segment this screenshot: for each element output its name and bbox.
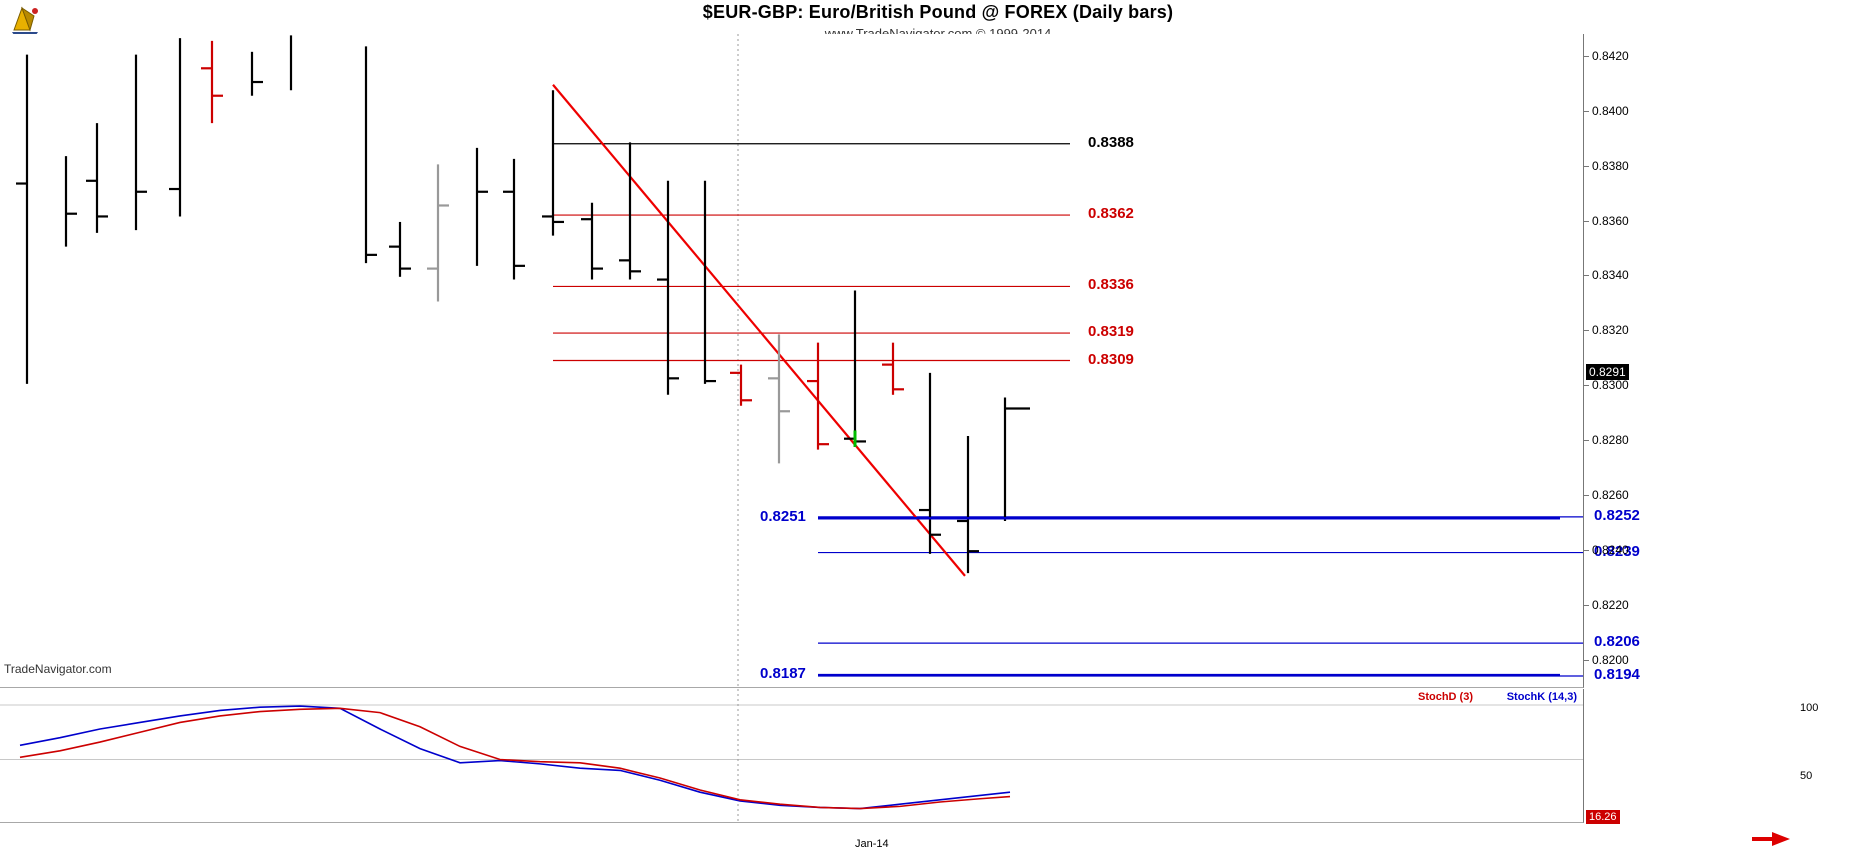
legend-stochd: StochD (3) — [1418, 691, 1473, 703]
stochastic-pane[interactable]: StochD (3) StochK (14,3) — [0, 689, 1584, 823]
page-title: $EUR-GBP: Euro/British Pound @ FOREX (Da… — [702, 2, 1174, 22]
price-axis[interactable]: 0.8420 0.8400 0.8380 0.8360 0.8340 0.8320 0.83… — [1584, 34, 1876, 823]
axis-label-0-8400: 0.8400 — [1592, 103, 1629, 118]
axis-label-0-8300: 0.8300 — [1592, 378, 1629, 393]
level-label-0-8319: 0.8319 — [1088, 323, 1134, 341]
stoch-value-tag: 16.26 — [1586, 810, 1620, 824]
level-label-0-8239: 0.8239 — [1594, 542, 1640, 560]
axis-label-0-8240: 0.8240 — [1592, 542, 1629, 557]
axis-tick — [1584, 385, 1589, 387]
level-label-0-8336: 0.8336 — [1088, 276, 1134, 294]
scroll-arrow-icon[interactable] — [1772, 832, 1790, 846]
axis-tick — [1584, 110, 1589, 112]
level-label-0-8206: 0.8206 — [1594, 633, 1640, 651]
axis-tick — [1584, 440, 1589, 442]
level-label-0-8362: 0.8362 — [1088, 205, 1134, 223]
price-chart-pane[interactable]: TradeNavigator.com — [0, 34, 1584, 688]
axis-tick — [1584, 55, 1589, 57]
axis-label-0-8360: 0.8360 — [1592, 213, 1629, 228]
level-label-0-8252: 0.8252 — [1594, 506, 1640, 524]
stochastic-plot-svg — [0, 689, 1583, 822]
axis-label-0-8420: 0.8420 — [1592, 48, 1629, 63]
axis-tick — [1584, 220, 1589, 222]
axis-tick — [1584, 494, 1589, 496]
level-label-0-8187: 0.8187 — [760, 664, 806, 682]
watermark-text: TradeNavigator.com — [4, 662, 112, 676]
axis-tick — [1584, 659, 1589, 661]
axis-label-0-8200: 0.8200 — [1592, 652, 1629, 667]
axis-tick — [1584, 549, 1589, 551]
axis-label-0-8320: 0.8320 — [1592, 323, 1629, 338]
axis-label-0-8220: 0.8220 — [1592, 597, 1629, 612]
level-label-0-8251: 0.8251 — [760, 508, 806, 526]
axis-tick — [1584, 604, 1589, 606]
date-axis-label: Jan-14 — [855, 838, 889, 850]
axis-label-0-8280: 0.8280 — [1592, 433, 1629, 448]
axis-label-0-8260: 0.8260 — [1592, 487, 1629, 502]
stoch-axis-label-50: 50 — [1800, 770, 1813, 782]
last-price-tag: 0.8291 — [1586, 364, 1629, 380]
axis-label-0-8380: 0.8380 — [1592, 158, 1629, 173]
scroll-arrow-shaft-icon[interactable] — [1752, 837, 1774, 841]
axis-tick — [1584, 275, 1589, 277]
trade-navigator-logo-icon — [8, 2, 44, 36]
level-label-0-8309: 0.8309 — [1088, 350, 1134, 368]
level-label-0-8194: 0.8194 — [1594, 666, 1640, 684]
axis-label-0-8340: 0.8340 — [1592, 268, 1629, 283]
axis-tick — [1584, 165, 1589, 167]
level-label-0-8388: 0.8388 — [1088, 133, 1134, 151]
price-plot-svg — [16, 34, 1584, 687]
axis-tick — [1584, 330, 1589, 332]
legend-stochk: StochK (14,3) — [1506, 691, 1577, 703]
stoch-axis-label-100: 100 — [1800, 702, 1819, 714]
